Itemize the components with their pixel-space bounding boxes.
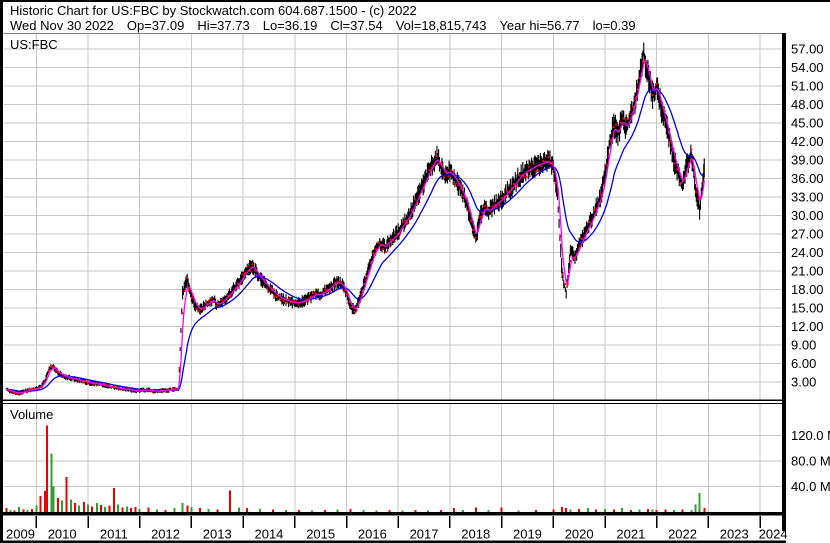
price-axis-label: 24.00: [791, 245, 824, 260]
volume-axis-label: 80.0 M: [791, 454, 830, 469]
price-axis-label: 54.00: [791, 60, 824, 75]
x-axis-label: 2019: [513, 527, 542, 542]
x-axis-label: 2010: [48, 527, 77, 542]
x-axis-label: 2012: [151, 527, 180, 542]
price-axis-label: 27.00: [791, 226, 824, 241]
quote-line: Wed Nov 30 2022 Op=37.09 Hi=37.73 Lo=36.19 C…: [10, 18, 830, 33]
price-axis-label: 57.00: [791, 41, 824, 56]
quote-date: Wed Nov 30 2022: [10, 18, 114, 33]
x-axis-label: 2022: [668, 527, 697, 542]
close-ticks: [6, 59, 705, 395]
x-axis-label: 2024: [759, 527, 788, 542]
quote-close: Cl=37.54: [330, 18, 383, 33]
price-axis-label: 21.00: [791, 263, 824, 278]
price-axis-label: 36.00: [791, 171, 824, 186]
volume-axis-labels: 120.0 M 80.0 M 40.0 M: [791, 428, 830, 494]
price-pane-symbol-label: US:FBC: [10, 37, 58, 52]
x-axis-labels: 2009 2010 2011 2012 2013 2014 2015 2016 2017 2018…: [6, 527, 788, 542]
chart-frame: [0, 31, 786, 543]
x-axis-label: 2015: [306, 527, 335, 542]
price-axis-label: 42.00: [791, 134, 824, 149]
chart-title: Historic Chart for US:FBC by Stockwatch.…: [10, 3, 417, 18]
x-axis-label: 2013: [203, 527, 232, 542]
x-axis-label: 2014: [254, 527, 283, 542]
price-axis-label: 3.00: [791, 375, 816, 390]
x-axis-label: 2017: [410, 527, 439, 542]
price-axis-label: 33.00: [791, 189, 824, 204]
quote-volume: Vol=18,815,743: [395, 18, 487, 33]
quote-open: Op=37.09: [126, 18, 185, 33]
price-axis-label: 9.00: [791, 337, 816, 352]
quote-year-high: Year hi=56.77: [499, 18, 580, 33]
price-axis-label: 12.00: [791, 319, 824, 334]
price-axis-label: 30.00: [791, 208, 824, 223]
price-axis-labels: 57.00 54.00 51.00 48.00 45.00 42.00 39.00 36.00…: [791, 41, 824, 389]
x-axis-label: 2018: [461, 527, 490, 542]
volume-axis-label: 120.0 M: [791, 428, 830, 443]
ma-slow-line: [6, 89, 705, 393]
price-axis-label: 48.00: [791, 97, 824, 112]
price-axis-label: 18.00: [791, 282, 824, 297]
price-axis-label: 45.00: [791, 115, 824, 130]
quote-high: Hi=37.73: [197, 18, 250, 33]
volume-bars: [5, 425, 706, 512]
daily-price-bars: [5, 42, 705, 396]
x-axis-label: 2011: [100, 527, 128, 542]
x-axis-label: 2009: [6, 527, 35, 542]
ma-fast-line: [6, 60, 705, 394]
x-axis-label: 2023: [720, 527, 749, 542]
x-axis-label: 2016: [358, 527, 387, 542]
chart-header: Historic Chart for US:FBC by Stockwatch.…: [0, 0, 830, 33]
price-axis-label: 6.00: [791, 356, 816, 371]
quote-low: Lo=36.19: [262, 18, 318, 33]
volume-axis-label: 40.0 M: [791, 479, 830, 494]
quote-year-low: lo=0.39: [592, 18, 636, 33]
x-axis-label: 2021: [616, 527, 645, 542]
price-axis-label: 15.00: [791, 300, 824, 315]
volume-pane-label: Volume: [10, 407, 54, 422]
price-axis-label: 51.00: [791, 78, 824, 93]
x-axis-label: 2020: [565, 527, 594, 542]
gridlines: [4, 34, 782, 512]
price-axis-label: 39.00: [791, 152, 824, 167]
